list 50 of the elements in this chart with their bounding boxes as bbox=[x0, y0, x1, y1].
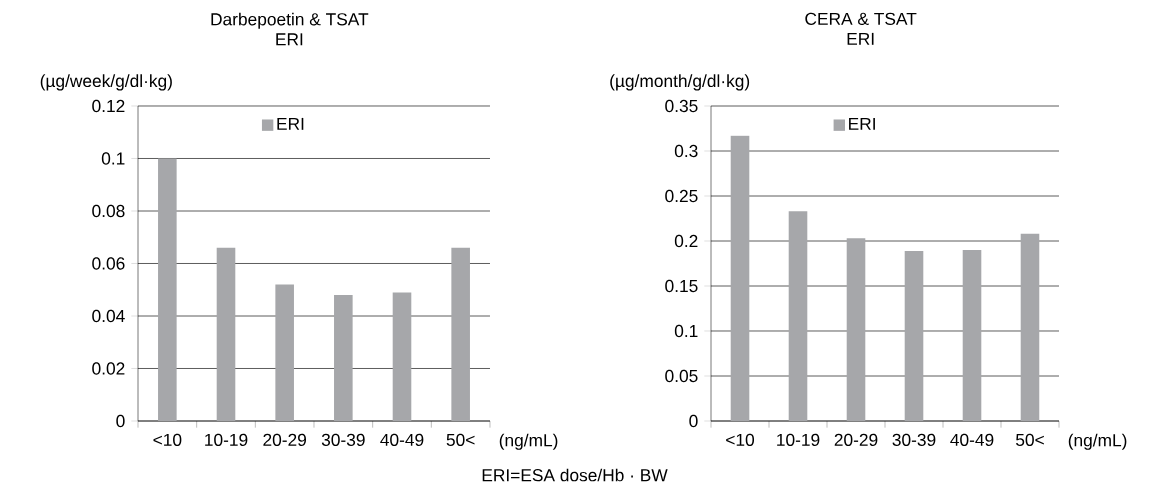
x-tick-label: 20-29 bbox=[263, 433, 307, 446]
y-tick-label: 0.08 bbox=[92, 204, 125, 218]
text: ERI=ESA dose/Hb · BW bbox=[482, 468, 668, 482]
bar bbox=[788, 211, 808, 421]
legend-label: ERI bbox=[849, 117, 875, 130]
x-tick-label: 30-39 bbox=[321, 433, 365, 446]
bar bbox=[216, 247, 236, 421]
x-axis-title: (ng/mL) bbox=[1068, 433, 1127, 450]
x-tick-label: 50< bbox=[446, 433, 475, 446]
chart-subtitle: ERI bbox=[847, 32, 874, 45]
y-tick-label: 0.1 bbox=[674, 324, 698, 338]
chart-subtitle: ERI bbox=[276, 33, 303, 46]
bar bbox=[962, 250, 982, 421]
y-axis-title: (µg/week/g/dl·kg) bbox=[40, 74, 172, 91]
y-tick-label: 0.2 bbox=[674, 234, 698, 248]
bar bbox=[1020, 233, 1040, 421]
x-tick-label: <10 bbox=[153, 433, 182, 446]
bar bbox=[275, 284, 294, 421]
bar bbox=[392, 292, 412, 421]
y-tick-label: 0.05 bbox=[665, 369, 698, 383]
y-tick-label: 0.04 bbox=[92, 309, 125, 323]
bar bbox=[730, 135, 750, 421]
x-tick-label: 40-49 bbox=[950, 433, 994, 446]
bar bbox=[846, 238, 866, 421]
y-tick-label: 0.02 bbox=[92, 362, 125, 375]
y-tick-label: 0 bbox=[689, 414, 698, 428]
bar bbox=[451, 247, 470, 421]
y-tick-label: 0 bbox=[116, 414, 125, 428]
y-axis-title: (µg/month/g/dl·kg) bbox=[610, 74, 750, 91]
x-tick-label: <10 bbox=[726, 433, 755, 446]
bar bbox=[158, 158, 177, 421]
x-tick-label: 40-49 bbox=[380, 433, 424, 446]
y-tick-label: 0.3 bbox=[674, 144, 698, 158]
chart-title: CERA & TSAT bbox=[805, 12, 917, 25]
y-tick-label: 0.25 bbox=[665, 189, 698, 203]
x-tick-label: 50< bbox=[1016, 433, 1044, 446]
y-tick-label: 0.1 bbox=[101, 152, 125, 165]
legend-label: ERI bbox=[277, 117, 304, 130]
bar bbox=[334, 295, 353, 421]
x-tick-label: 10-19 bbox=[205, 433, 248, 446]
y-tick-label: 0.35 bbox=[665, 99, 698, 113]
bar bbox=[904, 250, 924, 421]
y-tick-label: 0.06 bbox=[92, 257, 125, 270]
y-tick-label: 0.12 bbox=[92, 99, 125, 113]
y-tick-label: 0.15 bbox=[665, 279, 698, 293]
x-axis-title: (ng/mL) bbox=[499, 433, 558, 450]
chart-title: Darbepoetin & TSAT bbox=[211, 12, 369, 29]
x-tick-label: 10-19 bbox=[777, 433, 820, 446]
x-tick-label: 20-29 bbox=[834, 433, 878, 446]
x-tick-label: 30-39 bbox=[892, 433, 936, 446]
